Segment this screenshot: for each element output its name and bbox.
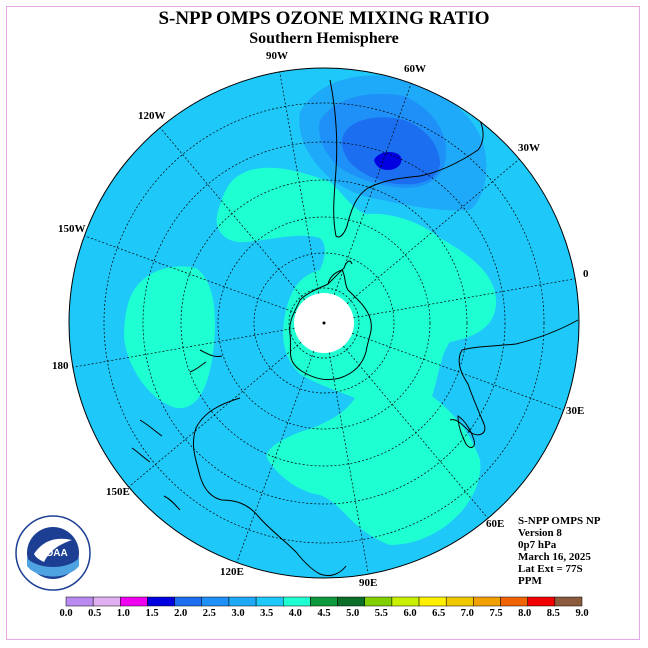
colorbar-swatch xyxy=(500,596,528,607)
meridian-180 xyxy=(72,327,295,368)
colorbar-swatch xyxy=(92,596,121,607)
colorbar-swatch xyxy=(310,596,338,607)
product-info: S-NPP OMPS NP Version 8 0p7 hPa March 16… xyxy=(518,515,601,587)
meridian-150w xyxy=(84,235,296,314)
info-units: PPM xyxy=(518,575,542,587)
colorbar-swatch xyxy=(201,596,230,607)
colorbar-tick-label: 1.5 xyxy=(145,608,159,619)
colorbar-swatch xyxy=(445,596,474,607)
field-3-5-4-0-west xyxy=(124,266,215,409)
meridians xyxy=(72,71,576,575)
colorbar-swatch xyxy=(174,596,203,607)
noaa-logo: NOAA xyxy=(15,515,91,591)
info-level: 0p7 hPa xyxy=(518,539,557,551)
meridian-0 xyxy=(353,278,576,319)
info-lat-ext: Lat Ext = 77S xyxy=(518,563,583,575)
colorbar-tick-label: 4.0 xyxy=(288,608,302,619)
colorbar-tick-label: 0.5 xyxy=(88,608,102,619)
colorbar-swatch xyxy=(364,596,393,607)
colorbar-tick-label: 3.5 xyxy=(260,608,274,619)
lon-label-0: 0 xyxy=(583,268,589,280)
colorbar-swatch xyxy=(120,596,148,607)
colorbar-swatch xyxy=(418,596,447,607)
meridian-90e xyxy=(328,352,369,575)
colorbar-swatch xyxy=(255,596,284,607)
lat-ring-60s xyxy=(217,216,431,430)
lon-label-120w: 120W xyxy=(138,110,166,122)
colorbar-swatch xyxy=(554,596,583,607)
colorbar-tick-label: 3.0 xyxy=(231,608,245,619)
lon-label-150e: 150E xyxy=(106,486,130,498)
colorbar-tick-label: 6.5 xyxy=(432,608,446,619)
lat-ring-50s xyxy=(180,179,468,467)
info-date: March 16, 2025 xyxy=(518,551,591,563)
chart-title: S-NPP OMPS OZONE MIXING RATIO xyxy=(158,8,490,29)
field-3-5-4-0 xyxy=(216,167,497,545)
colorbar-tick-label: 0.0 xyxy=(59,608,73,619)
colorbar-swatch xyxy=(147,596,175,607)
meridian-120w xyxy=(159,127,305,301)
chart-subtitle: Southern Hemisphere xyxy=(249,30,399,47)
lon-label-30w: 30W xyxy=(518,142,540,154)
colorbar-tick-label: 2.5 xyxy=(202,608,216,619)
colorbar-tick-label: 5.5 xyxy=(374,608,388,619)
info-version: Version 8 xyxy=(518,527,562,539)
field-1-5-2-0 xyxy=(341,117,440,185)
coast-africa xyxy=(449,319,579,436)
lat-ring-40s xyxy=(142,141,506,505)
lon-label-180: 180 xyxy=(52,360,69,372)
logo-text: NOAA xyxy=(38,548,67,559)
colorbar-swatch xyxy=(228,596,257,607)
plot-frame xyxy=(6,6,640,640)
lon-label-90e: 90E xyxy=(359,577,378,589)
coast-australia xyxy=(193,397,347,577)
colorbar-tick-label: 2.0 xyxy=(174,608,188,619)
coast-madagascar xyxy=(457,415,475,448)
latitude-rings xyxy=(103,102,545,544)
info-product: S-NPP OMPS NP xyxy=(518,515,601,527)
colorbar-tick-label: 7.0 xyxy=(460,608,474,619)
colorbar-tick-label: 6.0 xyxy=(403,608,417,619)
colorbar-tick-label: 7.5 xyxy=(489,608,503,619)
colorbar-swatch xyxy=(527,596,556,607)
colorbar-swatch xyxy=(65,596,94,607)
lat-ring-30s xyxy=(103,102,545,544)
map-border xyxy=(68,67,580,579)
lon-label-120e: 120E xyxy=(220,566,244,578)
colorbar-swatch xyxy=(391,596,420,607)
coast-south-america xyxy=(329,79,484,238)
meridian-150e xyxy=(128,342,302,488)
coast-new-zealand xyxy=(189,349,223,373)
colorbar-tick-label: 5.0 xyxy=(346,608,360,619)
meridian-30e xyxy=(352,332,564,411)
coast-antarctica xyxy=(289,269,372,381)
colorbar-tick-label: 9.0 xyxy=(575,608,589,619)
meridian-90w xyxy=(279,71,320,294)
colorbar-tick-label: 8.5 xyxy=(546,608,560,619)
colorbar-tick-label: 1.0 xyxy=(116,608,130,619)
south-pole-dot xyxy=(322,321,326,325)
lat-ring-80s xyxy=(288,287,360,359)
colorbar-tick-label: 8.0 xyxy=(518,608,532,619)
colorbar-swatch xyxy=(283,596,311,607)
meridian-120e xyxy=(236,351,315,563)
meridian-30w xyxy=(346,158,520,304)
lon-label-60e: 60E xyxy=(486,518,505,530)
lon-label-60w: 60W xyxy=(404,63,426,75)
lon-label-90w: 90W xyxy=(266,50,288,62)
lon-label-150w: 150W xyxy=(58,223,86,235)
lat-ring-70s xyxy=(253,252,395,394)
colorbar-swatch xyxy=(473,596,501,607)
lon-label-30e: 30E xyxy=(566,405,585,417)
coast-indonesia xyxy=(131,419,181,511)
meridian-60e xyxy=(343,345,489,519)
colorbar-swatch xyxy=(337,596,365,607)
meridian-60w xyxy=(333,83,412,295)
colorbar-tick-label: 4.5 xyxy=(317,608,331,619)
